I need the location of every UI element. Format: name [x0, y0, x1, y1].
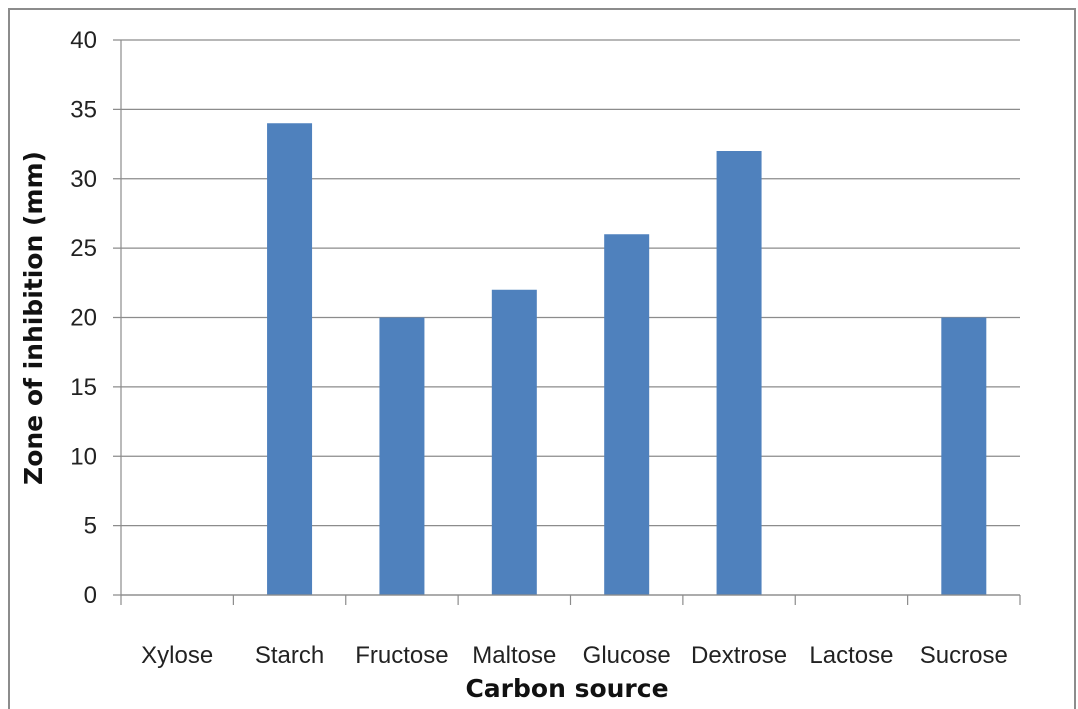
gridlines: [113, 39, 1020, 596]
bar: [267, 123, 313, 595]
y-tick-label: 25: [70, 235, 97, 262]
bar: [491, 289, 537, 595]
x-tick-label: Sucrose: [920, 642, 1008, 669]
y-tick-label: 0: [84, 582, 97, 609]
y-axis-ticks: 0 5 10 15 20 25 30 35 40: [70, 27, 97, 609]
x-axis-ticks: Xylose Starch Fructose Maltose Glucose Dextro…: [141, 642, 1008, 669]
bar: [716, 151, 762, 595]
y-tick-label: 5: [84, 513, 97, 540]
y-tick-label: 40: [70, 27, 97, 54]
x-tick-label: Dextrose: [691, 642, 787, 669]
x-tick-label: Starch: [255, 642, 324, 669]
y-tick-label: 30: [70, 166, 97, 193]
y-tick-label: 20: [70, 305, 97, 332]
x-tick-label: Glucose: [583, 642, 671, 669]
bar: [604, 234, 650, 595]
y-axis-title: Zone of inhibition (mm): [19, 151, 48, 485]
x-axis: [120, 40, 1021, 605]
bars: [267, 123, 987, 595]
y-tick-label: 15: [70, 374, 97, 401]
x-tick-label: Maltose: [472, 642, 556, 669]
y-tick-label: 35: [70, 96, 97, 123]
x-axis-title: Carbon source: [465, 674, 668, 703]
bar: [379, 317, 425, 595]
x-tick-label: Fructose: [355, 642, 448, 669]
chart-frame: [8, 8, 1076, 709]
y-tick-label: 10: [70, 443, 97, 470]
bar: [941, 317, 987, 595]
x-tick-label: Lactose: [809, 642, 893, 669]
x-tick-label: Xylose: [141, 642, 213, 669]
